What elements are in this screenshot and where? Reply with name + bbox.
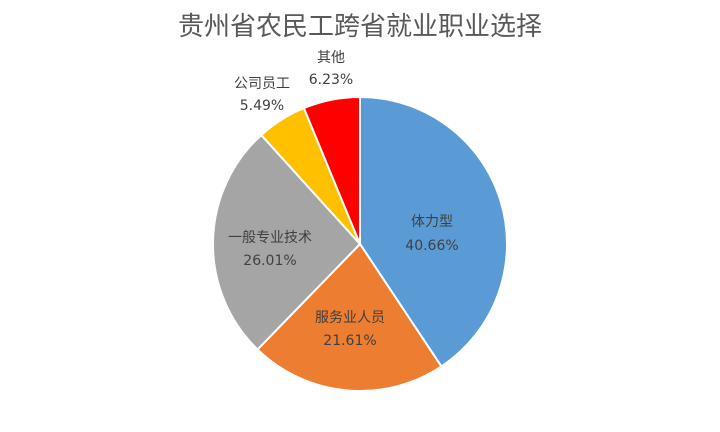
slice-label: 一般专业技术 — [228, 230, 312, 246]
slice-label: 公司员工 — [234, 76, 290, 92]
pie-slice[interactable] — [256, 242, 443, 392]
pie-slice[interactable] — [302, 95, 361, 245]
slice-value-label: 40.66% — [405, 238, 458, 254]
slice-value-label: 26.01% — [243, 253, 296, 269]
slice-value-label: 21.61% — [323, 333, 376, 349]
slice-value-label: 5.49% — [240, 98, 284, 114]
slice-value-label: 6.23% — [309, 72, 353, 88]
slice-label: 体力型 — [411, 214, 453, 230]
pie-slice[interactable] — [212, 133, 362, 351]
slice-label: 服务业人员 — [315, 310, 385, 326]
slice-label: 其他 — [317, 50, 345, 66]
chart-title: 贵州省农民工跨省就业职业选择 — [177, 12, 542, 42]
